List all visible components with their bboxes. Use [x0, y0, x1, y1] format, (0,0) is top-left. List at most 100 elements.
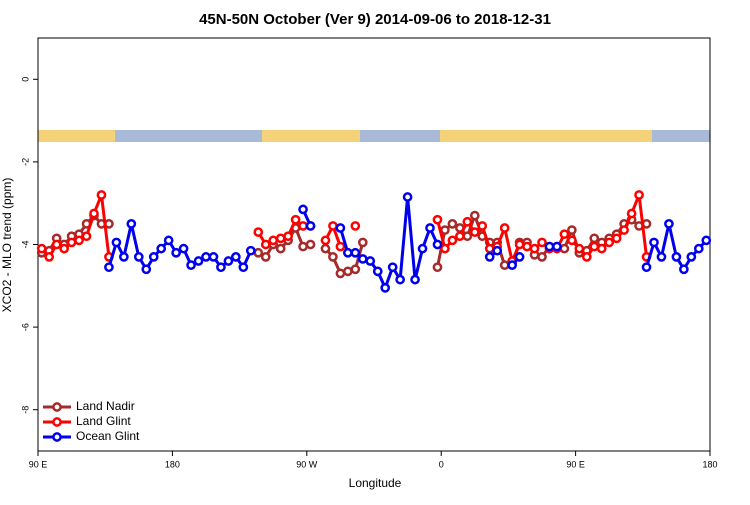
legend-label: Land Nadir — [76, 399, 135, 413]
data-point — [350, 221, 361, 231]
y-tick-label: -8 — [20, 406, 30, 414]
data-point — [567, 235, 577, 246]
data-point — [66, 237, 77, 248]
legend-label: Land Glint — [76, 414, 131, 428]
data-point — [484, 243, 495, 254]
x-tick-label: 0 — [439, 459, 444, 469]
data-point — [447, 219, 458, 229]
data-point — [574, 243, 585, 254]
data-point — [268, 235, 279, 246]
data-point — [634, 190, 644, 200]
data-point — [320, 235, 331, 246]
data-point — [223, 256, 234, 266]
data-point — [343, 247, 353, 258]
data-point — [260, 239, 271, 250]
data-point — [686, 252, 697, 262]
data-point — [522, 241, 532, 252]
data-point — [335, 241, 346, 252]
data-point — [298, 221, 308, 231]
data-point — [462, 231, 473, 242]
data-point — [581, 252, 592, 262]
data-point — [253, 247, 264, 258]
data-point — [604, 237, 615, 248]
data-point — [440, 225, 450, 235]
data-point — [447, 235, 458, 246]
data-point — [701, 235, 712, 246]
data-point — [51, 239, 62, 250]
data-point — [537, 237, 547, 248]
data-point — [298, 241, 308, 252]
data-point — [372, 266, 383, 277]
data-point — [357, 254, 368, 264]
data-point — [611, 233, 622, 244]
data-point — [589, 241, 600, 252]
data-point — [432, 214, 443, 225]
data-point — [36, 243, 47, 254]
data-point — [499, 260, 510, 270]
data-point — [104, 262, 114, 273]
data-point — [492, 245, 503, 256]
data-point — [59, 243, 69, 254]
data-point — [649, 237, 659, 248]
data-point — [499, 223, 510, 233]
data-point — [469, 227, 480, 237]
data-point — [350, 247, 361, 258]
data-point — [119, 252, 129, 262]
data-point — [395, 274, 405, 285]
data-point — [529, 243, 540, 254]
x-tick-label: 90 E — [29, 459, 48, 469]
data-point — [589, 233, 600, 244]
data-point — [275, 243, 286, 254]
data-point — [380, 283, 391, 293]
data-point — [275, 233, 286, 244]
data-point — [44, 252, 55, 262]
data-point — [148, 252, 159, 262]
data-point — [186, 260, 196, 270]
y-tick-label: 0 — [20, 77, 30, 82]
data-point — [343, 266, 353, 277]
data-point — [462, 216, 473, 227]
data-point — [335, 268, 346, 279]
data-point — [671, 252, 682, 262]
data-point — [201, 252, 211, 262]
data-point — [514, 239, 525, 250]
data-point — [537, 252, 547, 262]
x-tick-label: 90 W — [296, 459, 318, 469]
legend-marker — [52, 402, 62, 412]
data-point — [440, 243, 450, 254]
data-point — [664, 219, 674, 229]
data-point — [305, 239, 316, 250]
data-point — [89, 208, 99, 219]
data-point — [656, 252, 667, 262]
data-point — [260, 252, 271, 262]
data-point — [96, 190, 107, 200]
y-tick-label: -4 — [20, 240, 30, 248]
chart-title: 45N-50N October (Ver 9) 2014-09-06 to 20… — [199, 11, 551, 28]
data-point — [432, 239, 443, 250]
x-tick-label: 180 — [165, 459, 180, 469]
data-point — [544, 241, 555, 252]
data-point — [193, 256, 204, 266]
data-point — [74, 235, 84, 246]
data-point — [126, 219, 137, 229]
data-point — [417, 243, 428, 254]
data-point — [559, 243, 570, 254]
y-tick-label: -2 — [20, 158, 30, 166]
data-point — [596, 243, 607, 254]
data-point — [231, 252, 241, 262]
data-point — [133, 252, 144, 262]
y-tick-label: -6 — [20, 323, 30, 331]
legend-marker — [52, 417, 62, 427]
data-point — [320, 243, 331, 254]
data-point — [626, 208, 637, 219]
data-point — [477, 221, 488, 231]
data-point — [514, 252, 525, 262]
data-point — [357, 237, 368, 248]
data-point — [245, 245, 256, 256]
data-point — [410, 274, 420, 285]
x-axis-label: Longitude — [349, 476, 402, 490]
data-point — [238, 262, 249, 273]
data-point — [216, 262, 226, 273]
data-point — [619, 225, 629, 235]
